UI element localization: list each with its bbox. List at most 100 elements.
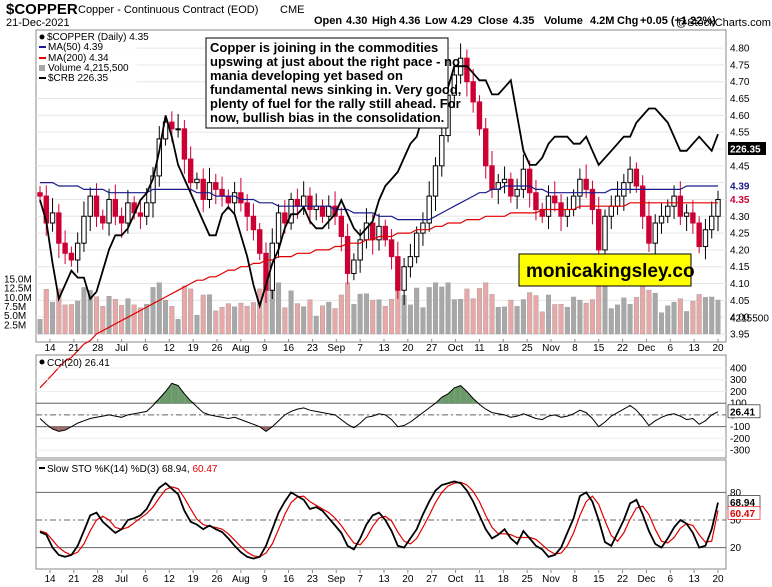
date-tick-label: 23 [307, 343, 319, 354]
date-bottom-tick-label: 19 [188, 574, 200, 585]
volume-bar [288, 290, 294, 335]
date-tick-label: 26 [211, 343, 223, 354]
candle-body [250, 215, 257, 231]
volume-bar [363, 293, 369, 335]
crb-badge-bg [728, 142, 766, 155]
cci-legend-text: CCI(20) 26.41 [47, 358, 110, 369]
candle-body [382, 225, 388, 241]
volume-bar [181, 285, 187, 335]
price-legend: $COPPER (Daily) 4.35 MA(50) 4.39 MA(200)… [37, 31, 149, 85]
sto-tick-label: 50 [730, 516, 742, 527]
sto-legend-k: Slow STO %K(14) %D(3) 68.94, [47, 464, 192, 475]
volume-bar [414, 287, 420, 335]
volume-bar [709, 296, 715, 335]
candle-body [639, 185, 646, 217]
cci-oversold-fill [52, 426, 59, 432]
volume-bar [68, 304, 74, 335]
legend-ma200: MA(200) 4.34 [48, 53, 109, 64]
candle-body [715, 198, 721, 217]
candle-body [476, 101, 483, 130]
date-bottom-tick-label: Jul [115, 574, 128, 585]
annotation-line-5: plenty of fuel for the rally still ahead… [210, 96, 461, 111]
date-bottom-tick-label: 23 [307, 574, 319, 585]
candle-body [683, 212, 690, 217]
candle-body [596, 209, 602, 251]
candle-body [93, 195, 100, 217]
sto-k-line [39, 480, 719, 560]
date-tick-label: 22 [617, 343, 629, 354]
cci-tick-label: 300 [730, 375, 747, 386]
price-tick-label: 4.80 [730, 44, 750, 55]
date-bottom-tick-label: 6 [668, 574, 674, 585]
volume-tick-label: 5.0M [4, 311, 26, 322]
volume-label: Volume [544, 15, 583, 27]
sto-d-badge: 60.47 [727, 506, 761, 520]
volume-bar [407, 304, 413, 335]
cci-tick-label: -300 [730, 446, 750, 457]
volume-bar [458, 298, 464, 335]
chart-symbol: $COPPER [6, 1, 78, 18]
sto-d-line [39, 481, 719, 558]
annotation-bg [205, 37, 449, 129]
candle-body [665, 205, 671, 217]
candle-body [118, 215, 125, 224]
volume-bar [502, 306, 508, 335]
volume-bar [684, 311, 690, 335]
volume-bar [225, 303, 231, 335]
volume-bar [489, 294, 495, 335]
volume-bar [75, 300, 81, 335]
volume-bar [621, 297, 627, 335]
volume-tick-label: 2.5M [4, 320, 26, 331]
volume-bar [433, 282, 439, 335]
candle-body [257, 229, 263, 254]
volume-bar [163, 299, 169, 335]
candle-body [37, 192, 43, 197]
date-bottom-tick-label: Sep [327, 574, 345, 585]
legend-crb: $CRB 226.35 [48, 73, 108, 84]
candle-body [633, 168, 640, 187]
date-tick-label: 27 [426, 343, 438, 354]
volume-bar [445, 282, 451, 335]
chg-label: Chg [617, 15, 638, 27]
candle-body [489, 165, 495, 190]
volume-bar [571, 296, 577, 335]
candle-body [112, 198, 119, 217]
date-bottom-tick-label: 14 [44, 574, 56, 585]
date-tick-label: 20 [402, 343, 414, 354]
volume-bar [508, 299, 514, 335]
annotation-box: Copper is joining in the commodities ups… [205, 37, 461, 129]
date-tick-label: 13 [689, 343, 701, 354]
date-tick-label: 16 [283, 343, 295, 354]
date-bottom-tick-label: 7 [357, 574, 363, 585]
volume-bar [43, 289, 49, 335]
volume-bar [696, 294, 702, 335]
overlay-lines [39, 65, 719, 389]
candle-body [464, 57, 470, 83]
volume-bar [62, 304, 68, 335]
volume-bar [282, 307, 288, 335]
candle-body [451, 74, 458, 96]
date-bottom-tick-label: 22 [617, 574, 629, 585]
candle-body [219, 188, 225, 197]
legend-bg [37, 31, 137, 85]
date-bottom-tick-label: 27 [426, 574, 438, 585]
close-label: Close [478, 15, 508, 27]
candle-body [81, 215, 87, 244]
volume-bar [690, 300, 696, 335]
date-tick-label: 28 [92, 343, 104, 354]
volume-bar [370, 299, 376, 335]
volume-bar [156, 282, 162, 335]
date-tick-label: 15 [593, 343, 605, 354]
cci-tick-label: 200 [730, 387, 747, 398]
date-bottom-tick-label: Oct [448, 574, 464, 585]
volume-bar [137, 307, 143, 335]
cci-badge: 26.41 [727, 404, 761, 418]
date-bottom-tick-label: 9 [262, 574, 268, 585]
candle-body [602, 215, 608, 251]
sto-legend-d: 60.47 [192, 464, 217, 475]
annotation-line-2: upswing at just about the right pace - n… [210, 54, 460, 69]
candle-body [589, 188, 596, 211]
candle-body [231, 192, 238, 204]
volume-bar [232, 306, 238, 335]
